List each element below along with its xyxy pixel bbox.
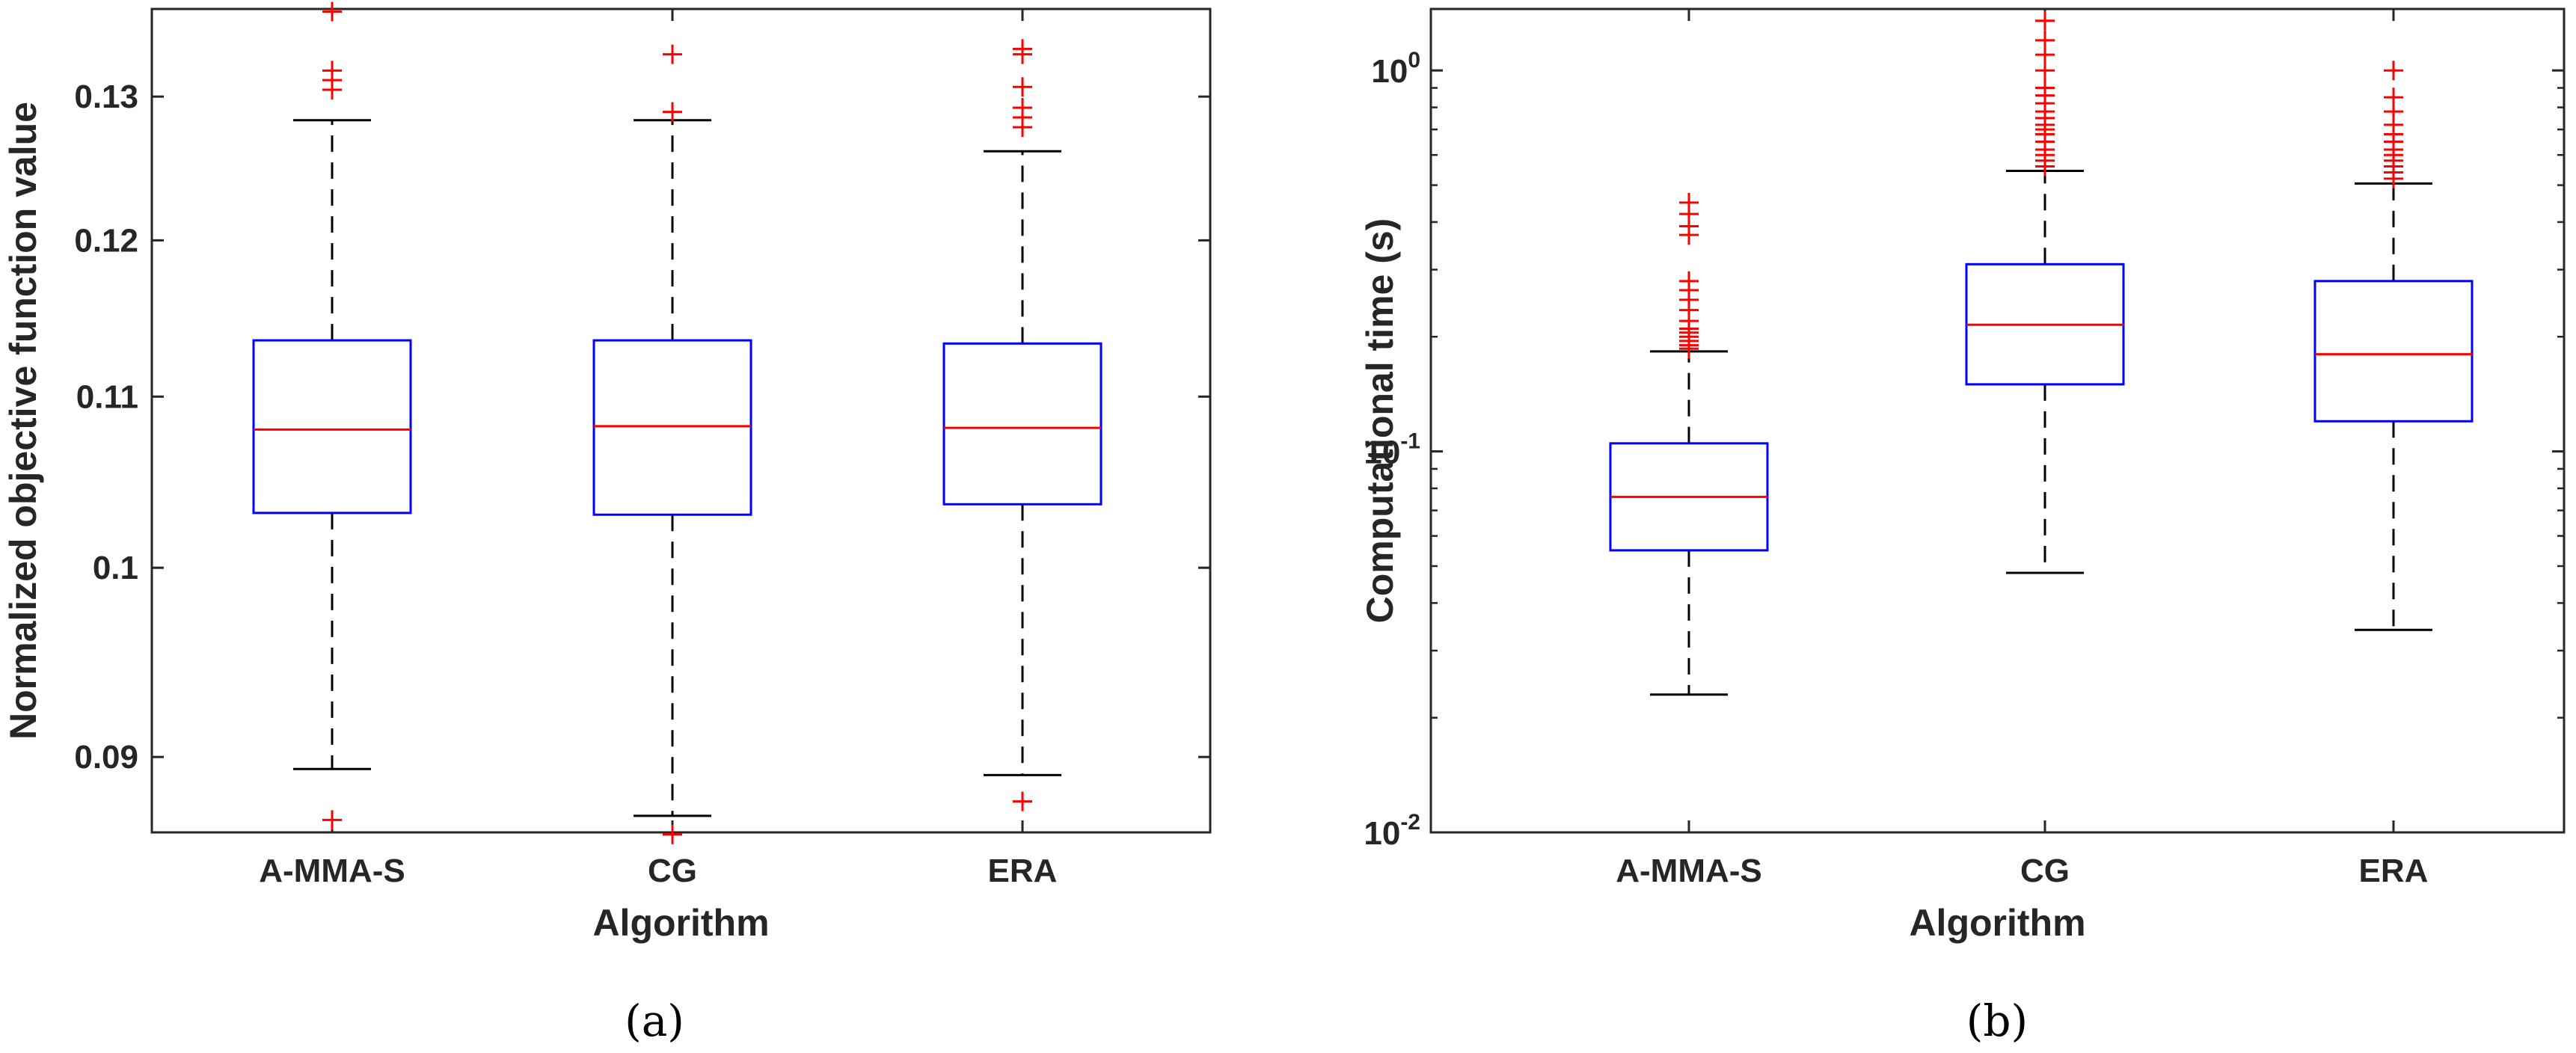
subfigure-label: (b): [1966, 995, 2028, 1046]
outlier-marker: [322, 1, 342, 22]
outlier-marker: [663, 102, 682, 122]
x-tick-label: CG: [2020, 853, 2070, 889]
chart-a-objective-value: 0.09 0.1 0.11 0.12 0.13 A-MMA-S CG ERA Algorithm…: [2, 1, 1212, 1046]
outlier-marker: [1679, 271, 1699, 291]
outlier-marker: [2384, 88, 2403, 108]
chart-b-computational-time: 10-2 10-1 100 A-MMA-S CG ERA Algorithm Computat…: [1359, 7, 2566, 1046]
plot-frame: [1429, 7, 2566, 834]
iqr-box: [942, 342, 1103, 506]
box-a-mma-s: [1609, 192, 1769, 696]
outlier-marker: [1013, 97, 1032, 117]
x-tick-label: A-MMA-S: [259, 853, 405, 889]
y-tick-label: 100: [1371, 48, 1420, 90]
outlier-marker: [1013, 791, 1032, 811]
iqr-box: [592, 339, 752, 516]
outlier-marker: [322, 810, 342, 830]
y-tick-label: 10-1: [1364, 429, 1420, 471]
box-cg: [592, 44, 752, 844]
x-tick-label: A-MMA-S: [1616, 853, 1762, 889]
y-axis-label: Normalized objective function value: [2, 102, 44, 740]
box-cg: [1965, 10, 2125, 574]
iqr-box: [252, 339, 412, 515]
y-tick-label: 0.1: [93, 550, 138, 586]
outlier-marker: [2035, 10, 2055, 31]
subfigure-label: (a): [625, 995, 684, 1046]
y-tick-label: 0.11: [76, 378, 138, 415]
outlier-marker: [663, 44, 682, 64]
y-tick-label: 0.09: [74, 739, 138, 776]
y-tick-label: 0.13: [74, 79, 138, 115]
box-era: [942, 39, 1103, 811]
x-axis-label: Algorithm: [592, 902, 769, 944]
outlier-marker: [2035, 78, 2055, 98]
outlier-marker: [1013, 77, 1032, 97]
box-era: [2313, 61, 2474, 631]
outlier-marker: [663, 824, 682, 844]
x-axis-label: Algorithm: [1909, 902, 2085, 944]
y-tick-label: 10-2: [1364, 810, 1420, 852]
y-tick-label: 0.12: [74, 222, 138, 259]
box-a-mma-s: [252, 1, 412, 830]
outlier-marker: [2035, 30, 2055, 50]
plot-frame: [150, 7, 1212, 834]
outlier-marker: [322, 61, 342, 81]
outlier-marker: [1679, 192, 1699, 212]
x-tick-label: CG: [648, 853, 697, 889]
iqr-box: [2313, 280, 2474, 423]
outlier-marker: [1013, 39, 1032, 59]
outlier-marker: [2384, 61, 2403, 81]
x-tick-label: ERA: [988, 853, 1058, 889]
y-axis-label: Computational time (s): [1359, 218, 1401, 624]
x-tick-label: ERA: [2359, 853, 2429, 889]
